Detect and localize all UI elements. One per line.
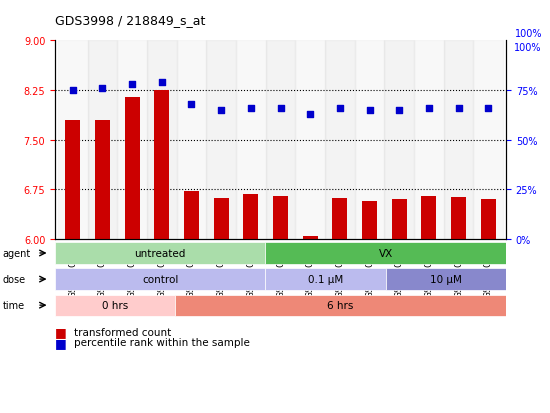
Text: transformed count: transformed count (74, 327, 172, 337)
Bar (147, 41, 177, 240)
Bar (155, 91, 169, 240)
Bar (244, 195, 258, 240)
Point (128, 82, 136, 88)
Bar (325, 41, 355, 240)
Text: 100%: 100% (515, 29, 542, 39)
Text: GDS3998 / 218849_s_at: GDS3998 / 218849_s_at (55, 14, 205, 27)
Bar (266, 41, 295, 240)
Text: 6 hrs: 6 hrs (327, 301, 354, 311)
Point (306, 112, 315, 118)
Bar (355, 41, 384, 240)
Text: 0.1 μM: 0.1 μM (308, 275, 343, 285)
Bar (125, 97, 140, 240)
Point (365, 107, 374, 114)
FancyBboxPatch shape (55, 269, 266, 290)
Bar (273, 197, 288, 240)
Text: ■: ■ (55, 325, 67, 339)
Text: 100%: 100% (514, 43, 542, 52)
FancyBboxPatch shape (55, 243, 266, 264)
Point (68, 88, 77, 94)
Point (217, 107, 226, 114)
Bar (117, 41, 147, 240)
FancyBboxPatch shape (266, 269, 386, 290)
Text: dose: dose (3, 275, 26, 285)
Point (336, 105, 344, 112)
Bar (384, 41, 414, 240)
Bar (58, 41, 87, 240)
Point (276, 105, 285, 112)
Text: percentile rank within the sample: percentile rank within the sample (74, 337, 250, 347)
FancyBboxPatch shape (55, 295, 175, 316)
Bar (414, 41, 444, 240)
Bar (206, 41, 236, 240)
Bar (295, 41, 325, 240)
Point (246, 105, 255, 112)
Bar (332, 199, 347, 240)
Point (425, 105, 433, 112)
Text: 0 hrs: 0 hrs (102, 301, 128, 311)
FancyBboxPatch shape (175, 295, 506, 316)
Bar (87, 41, 117, 240)
FancyBboxPatch shape (266, 243, 506, 264)
Text: VX: VX (378, 249, 393, 259)
Text: untreated: untreated (135, 249, 186, 259)
Point (395, 107, 404, 114)
Text: time: time (3, 301, 25, 311)
Text: ■: ■ (55, 336, 67, 349)
Bar (214, 199, 229, 240)
Bar (95, 121, 110, 240)
Point (98, 85, 107, 92)
FancyBboxPatch shape (386, 269, 506, 290)
Bar (474, 41, 503, 240)
Bar (236, 41, 266, 240)
Bar (362, 201, 377, 240)
Point (484, 105, 493, 112)
Text: agent: agent (3, 249, 31, 259)
Bar (302, 236, 317, 240)
Text: control: control (142, 275, 178, 285)
Point (157, 80, 166, 86)
Bar (421, 197, 436, 240)
Bar (65, 121, 80, 240)
Bar (177, 41, 206, 240)
Bar (451, 198, 466, 240)
Bar (481, 200, 496, 240)
Bar (444, 41, 474, 240)
Point (454, 105, 463, 112)
Bar (392, 200, 406, 240)
Point (187, 102, 196, 108)
Bar (184, 192, 199, 240)
Text: 10 μM: 10 μM (430, 275, 462, 285)
